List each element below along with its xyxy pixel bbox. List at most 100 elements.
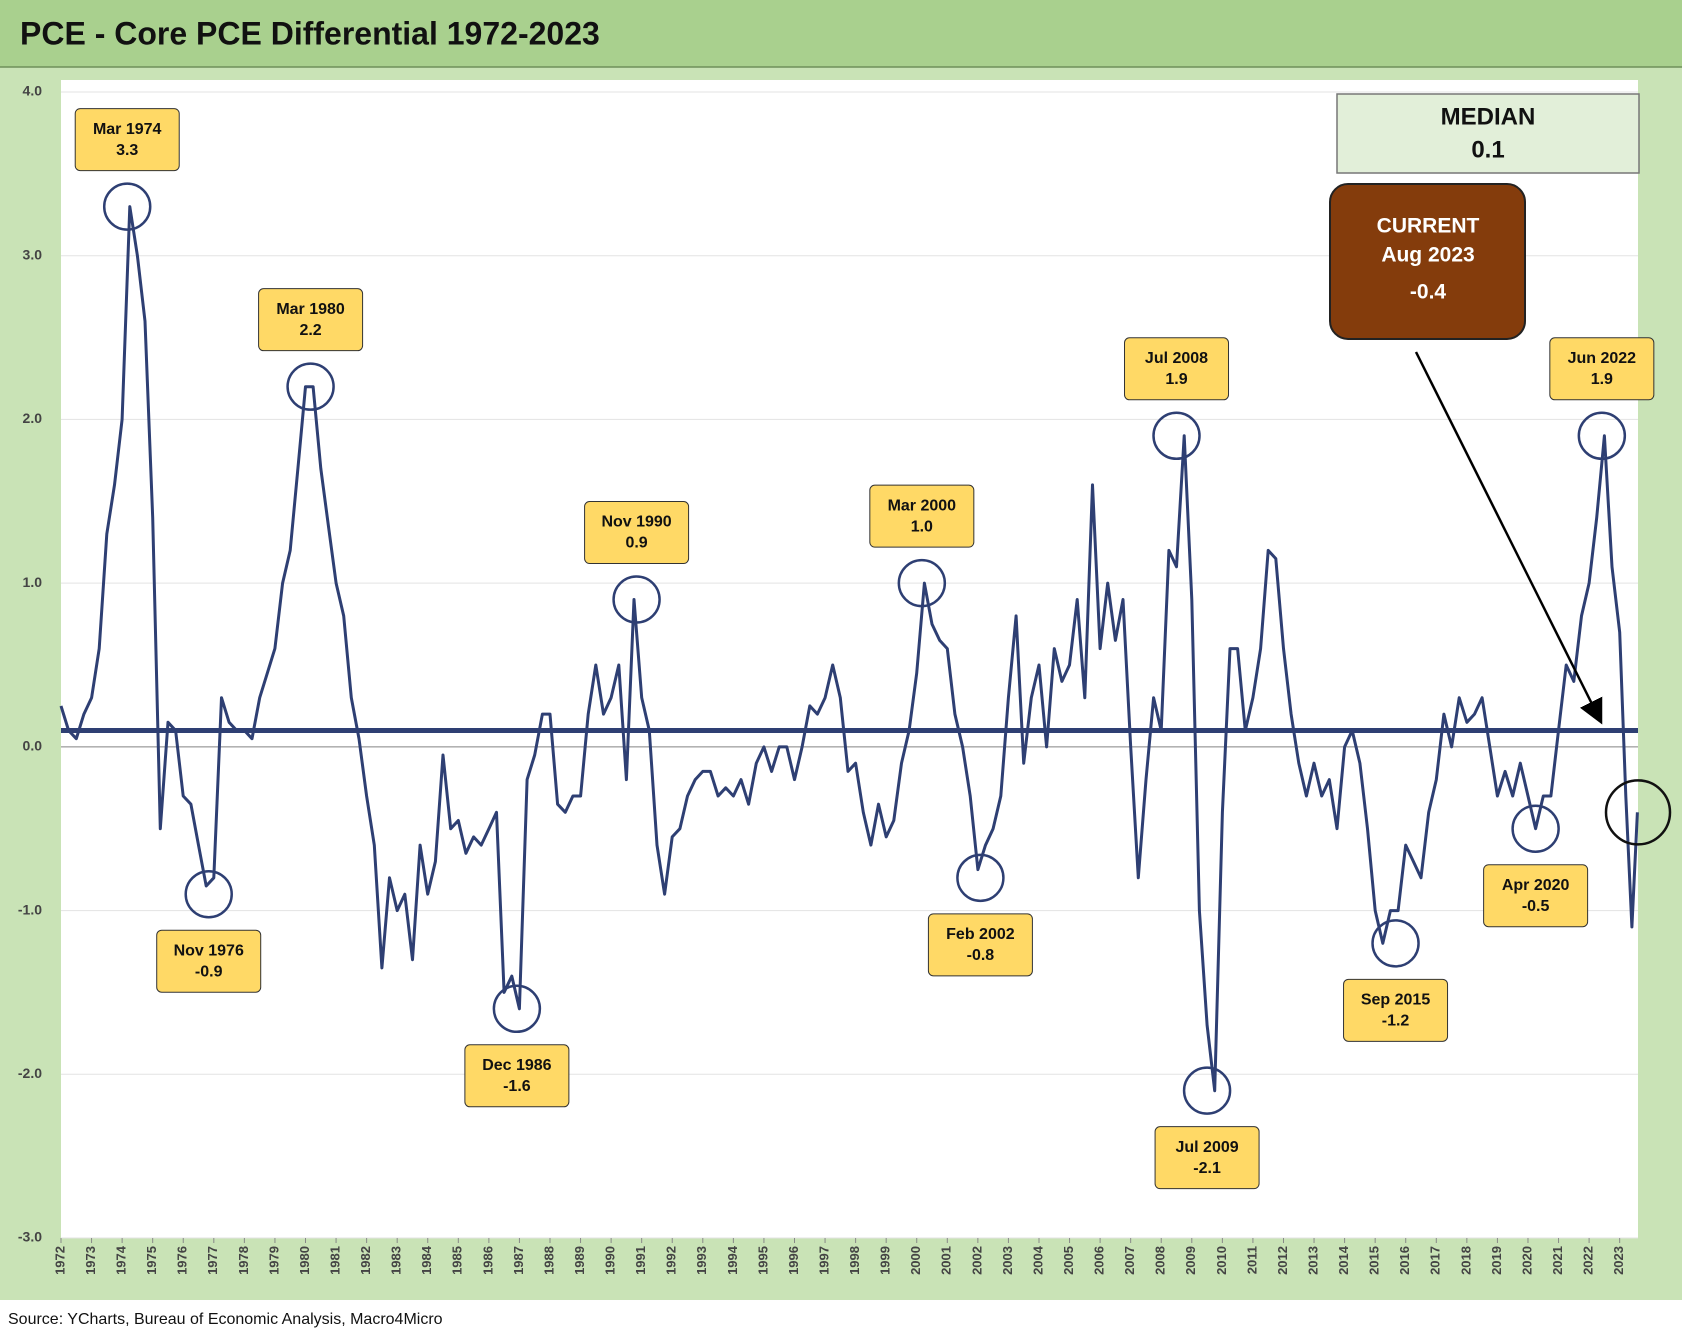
annotation-circle xyxy=(1511,804,1560,853)
annotation-circle xyxy=(286,362,335,411)
median-box xyxy=(1336,93,1640,174)
x-tick-label: 1997 xyxy=(816,1246,831,1275)
current-box xyxy=(1329,183,1526,340)
x-tick-label: 1995 xyxy=(755,1246,770,1275)
annotation-box xyxy=(258,288,364,352)
annotation-value: -2.1 xyxy=(1193,1160,1221,1177)
x-tick-label: 1991 xyxy=(633,1246,648,1275)
x-tick-label: 1994 xyxy=(725,1245,740,1275)
annotation-value: -1.2 xyxy=(1382,1013,1410,1030)
y-tick-label: 4.0 xyxy=(23,83,43,99)
annotation-date: Nov 1990 xyxy=(601,514,671,531)
y-tick-label: 1.0 xyxy=(23,574,43,590)
annotation-box xyxy=(1343,978,1449,1042)
annotation-circle xyxy=(956,853,1005,903)
x-tick-label: 2019 xyxy=(1489,1246,1504,1275)
annotation-date: Dec 1986 xyxy=(482,1057,551,1074)
annotation-value: -0.9 xyxy=(195,963,223,980)
x-tick-label: 2014 xyxy=(1336,1245,1351,1275)
x-tick-label: 1986 xyxy=(480,1246,495,1275)
annotation-box xyxy=(156,929,262,993)
x-tick-label: 2016 xyxy=(1397,1246,1412,1275)
x-tick-label: 2006 xyxy=(1092,1246,1107,1275)
annotation-circle xyxy=(492,984,542,1034)
current-circle xyxy=(1604,779,1672,846)
x-tick-label: 1990 xyxy=(603,1246,618,1275)
x-tick-label: 1977 xyxy=(205,1246,220,1275)
x-tick-label: 2009 xyxy=(1183,1246,1198,1275)
x-tick-label: 1985 xyxy=(450,1246,465,1275)
x-tick-label: 2013 xyxy=(1305,1246,1320,1275)
x-tick-label: 2017 xyxy=(1428,1246,1443,1275)
annotation-value: 2.2 xyxy=(299,322,321,339)
x-tick-label: 2023 xyxy=(1611,1246,1626,1275)
annotation-value: -0.8 xyxy=(967,947,995,964)
x-tick-label: 1981 xyxy=(327,1246,342,1275)
grid xyxy=(60,91,1638,1243)
x-tick-label: 2003 xyxy=(1000,1246,1015,1275)
x-tick-label: 1983 xyxy=(389,1246,404,1275)
annotation-circle xyxy=(1182,1066,1232,1115)
annotation-box xyxy=(1124,337,1230,401)
x-tick-label: 2004 xyxy=(1030,1245,1045,1275)
annotation-value: -1.6 xyxy=(503,1078,531,1095)
annotation-box xyxy=(1483,864,1589,928)
annotation-circle xyxy=(1577,411,1627,461)
annotation-circle xyxy=(897,558,947,608)
annotation-value: -0.5 xyxy=(1522,898,1550,915)
x-tick-label: 2021 xyxy=(1550,1246,1565,1275)
annotation-date: Mar 1980 xyxy=(276,301,345,318)
annotation-date: Jul 2009 xyxy=(1175,1139,1238,1156)
median-label: MEDIAN xyxy=(1441,103,1536,130)
annotation-value: 3.3 xyxy=(116,142,138,159)
x-tick-label: 1973 xyxy=(83,1246,98,1275)
annotation-circle xyxy=(1371,919,1420,968)
x-tick-label: 2012 xyxy=(1275,1246,1290,1275)
y-tick-label: 0.0 xyxy=(23,738,43,754)
x-tick-label: 1976 xyxy=(175,1246,190,1275)
x-tick-label: 2011 xyxy=(1244,1246,1259,1274)
source-note: Source: YCharts, Bureau of Economic Anal… xyxy=(8,1311,443,1328)
chart-title: PCE - Core PCE Differential 1972-2023 xyxy=(20,15,600,51)
x-tick-label: 1989 xyxy=(572,1246,587,1275)
x-tick-label: 2002 xyxy=(969,1246,984,1275)
y-tick-label: -2.0 xyxy=(18,1065,42,1081)
x-tick-label: 2001 xyxy=(939,1246,954,1275)
y-tick-label: 2.0 xyxy=(23,410,43,426)
annotation-box xyxy=(584,501,690,565)
x-tick-label: 1978 xyxy=(236,1246,251,1275)
median-value: 0.1 xyxy=(1471,136,1504,163)
current-label: CURRENT xyxy=(1377,215,1480,238)
annotation-date: Apr 2020 xyxy=(1502,877,1570,894)
y-tick-label: -1.0 xyxy=(18,901,42,917)
annotation-box xyxy=(464,1044,570,1108)
y-tick-label: 3.0 xyxy=(23,246,43,262)
x-tick-label: 1982 xyxy=(358,1246,373,1275)
x-tick-label: 1984 xyxy=(419,1245,434,1275)
plot: Mar 1974 3.3 Nov 1976 -0.9 Mar 1980 2.2 Dec 19… xyxy=(59,108,1672,1190)
annotation-value: 1.0 xyxy=(911,518,933,535)
x-tick-label: 2022 xyxy=(1581,1246,1596,1275)
annotation-date: Nov 1976 xyxy=(174,942,244,959)
x-tick-label: 1974 xyxy=(114,1245,129,1275)
current-value: -0.4 xyxy=(1410,281,1447,304)
x-tick-label: 2020 xyxy=(1519,1246,1534,1275)
annotation-box xyxy=(1154,1126,1260,1190)
annotation-date: Jun 2022 xyxy=(1568,350,1637,367)
annotation-value: 1.9 xyxy=(1165,371,1187,388)
annotation-date: Jul 2008 xyxy=(1145,350,1208,367)
current-arrow xyxy=(1414,351,1603,725)
x-tick-label: 1972 xyxy=(52,1246,67,1275)
x-tick-label: 2005 xyxy=(1061,1246,1076,1275)
annotation-circle xyxy=(612,575,661,624)
x-tick-label: 2008 xyxy=(1153,1246,1168,1275)
x-tick-label: 1993 xyxy=(694,1246,709,1275)
x-tick-label: 1975 xyxy=(144,1246,159,1275)
annotation-circle xyxy=(1152,411,1201,461)
x-tick-label: 2015 xyxy=(1367,1246,1382,1275)
x-tick-label: 1999 xyxy=(878,1246,893,1275)
current-date: Aug 2023 xyxy=(1381,244,1474,267)
x-tick-label: 2000 xyxy=(908,1246,923,1275)
x-tick-label: 1987 xyxy=(511,1246,526,1275)
